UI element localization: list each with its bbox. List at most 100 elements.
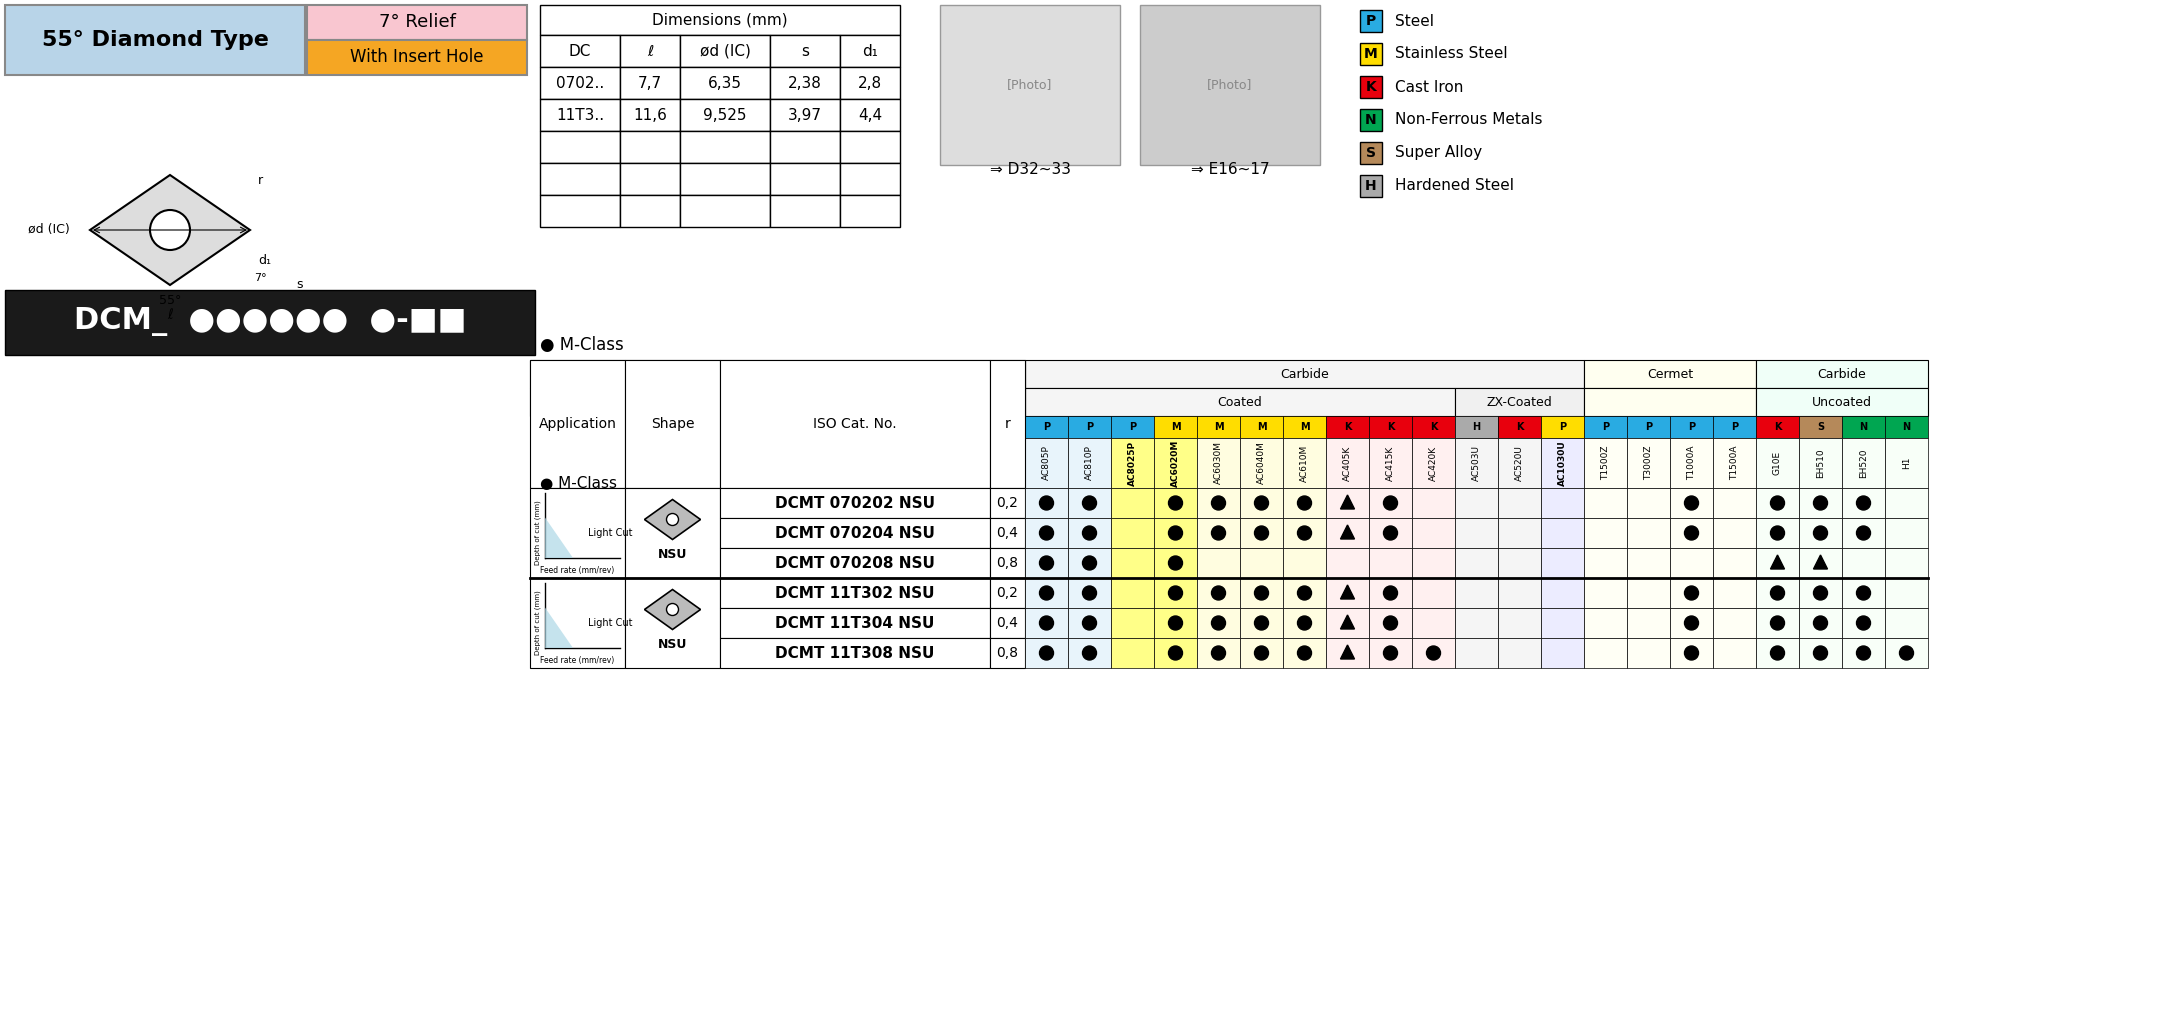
Text: 0,2: 0,2 (996, 586, 1018, 600)
Bar (1359, 142, 1383, 164)
Bar (1714, 416, 1757, 438)
Text: Application: Application (538, 417, 616, 431)
Bar (769, 35, 841, 67)
Text: N: N (1366, 113, 1377, 127)
Text: 0,2: 0,2 (996, 496, 1018, 510)
Bar (1454, 548, 1498, 578)
Text: 2,38: 2,38 (789, 75, 821, 90)
Circle shape (1383, 646, 1398, 660)
Bar (1111, 638, 1154, 668)
Circle shape (149, 210, 190, 250)
Bar (1411, 488, 1454, 518)
Bar (1240, 638, 1284, 668)
Text: 55° Diamond Type: 55° Diamond Type (41, 30, 268, 50)
Bar (1454, 608, 1498, 638)
Bar (940, 5, 1119, 165)
Bar (1714, 488, 1757, 518)
Bar (1757, 388, 1928, 416)
Text: 11T3..: 11T3.. (555, 107, 605, 123)
Bar (540, 99, 620, 131)
Bar (1197, 638, 1240, 668)
Bar (1584, 518, 1627, 548)
Bar (1627, 518, 1670, 548)
Bar (1284, 438, 1327, 488)
Polygon shape (1340, 615, 1355, 629)
Bar (1627, 578, 1670, 608)
Circle shape (1039, 526, 1055, 540)
Circle shape (1813, 615, 1828, 630)
Circle shape (1083, 615, 1096, 630)
Bar (529, 578, 625, 668)
Bar (1240, 438, 1284, 488)
Bar (1757, 438, 1798, 488)
Circle shape (1297, 526, 1312, 540)
Bar (1197, 548, 1240, 578)
Bar (1584, 638, 1627, 668)
Bar (1498, 638, 1541, 668)
Bar (1798, 438, 1841, 488)
Circle shape (1770, 526, 1785, 540)
Text: T1000A: T1000A (1688, 446, 1696, 481)
Bar (1841, 518, 1884, 548)
Bar (1454, 416, 1498, 438)
Circle shape (1297, 615, 1312, 630)
Text: EH510: EH510 (1815, 448, 1826, 478)
Text: S: S (1817, 422, 1824, 432)
Text: P: P (1601, 422, 1610, 432)
Text: N: N (1858, 422, 1867, 432)
Text: Light Cut: Light Cut (588, 528, 633, 538)
Text: P: P (1731, 422, 1737, 432)
Bar (1454, 578, 1498, 608)
Bar (1327, 416, 1370, 438)
Circle shape (1169, 615, 1182, 630)
Text: AC6040M: AC6040M (1258, 441, 1266, 485)
Bar (1359, 108, 1383, 131)
Bar (1498, 488, 1541, 518)
Text: DC: DC (568, 44, 592, 59)
Bar (1327, 608, 1370, 638)
Text: ℓ: ℓ (166, 308, 173, 322)
Bar (1498, 608, 1541, 638)
Bar (841, 67, 899, 99)
Text: 0,4: 0,4 (996, 526, 1018, 540)
Circle shape (1686, 586, 1699, 600)
Bar (540, 35, 620, 67)
Text: AC810P: AC810P (1085, 445, 1093, 481)
Text: P: P (1558, 422, 1567, 432)
Polygon shape (1340, 585, 1355, 599)
Bar (1454, 388, 1584, 416)
Text: Coated: Coated (1217, 395, 1262, 409)
Bar (1111, 608, 1154, 638)
Bar (1798, 638, 1841, 668)
Bar (1498, 416, 1541, 438)
Bar (1197, 518, 1240, 548)
Text: Uncoated: Uncoated (1813, 395, 1871, 409)
Bar (1841, 638, 1884, 668)
Text: H1: H1 (1902, 456, 1910, 469)
Bar (1670, 488, 1714, 518)
Bar (1798, 548, 1841, 578)
Text: Light Cut: Light Cut (588, 618, 633, 628)
Bar (720, 548, 990, 578)
Bar (1370, 518, 1411, 548)
Bar (625, 488, 720, 578)
Bar (1498, 518, 1541, 548)
Bar (1197, 438, 1240, 488)
Bar (529, 360, 625, 488)
Bar (4, 5, 305, 75)
Text: AC415K: AC415K (1385, 445, 1396, 481)
Text: P: P (1087, 422, 1093, 432)
Bar (990, 548, 1024, 578)
Bar (720, 518, 990, 548)
Bar (1670, 638, 1714, 668)
Circle shape (1383, 526, 1398, 540)
Bar (1240, 416, 1284, 438)
Text: M: M (1258, 422, 1266, 432)
Text: Steel: Steel (1396, 13, 1435, 28)
Bar (1284, 488, 1327, 518)
Bar (1541, 438, 1584, 488)
Bar (1024, 360, 1584, 388)
Circle shape (1083, 526, 1096, 540)
Bar (990, 518, 1024, 548)
Bar (1670, 548, 1714, 578)
